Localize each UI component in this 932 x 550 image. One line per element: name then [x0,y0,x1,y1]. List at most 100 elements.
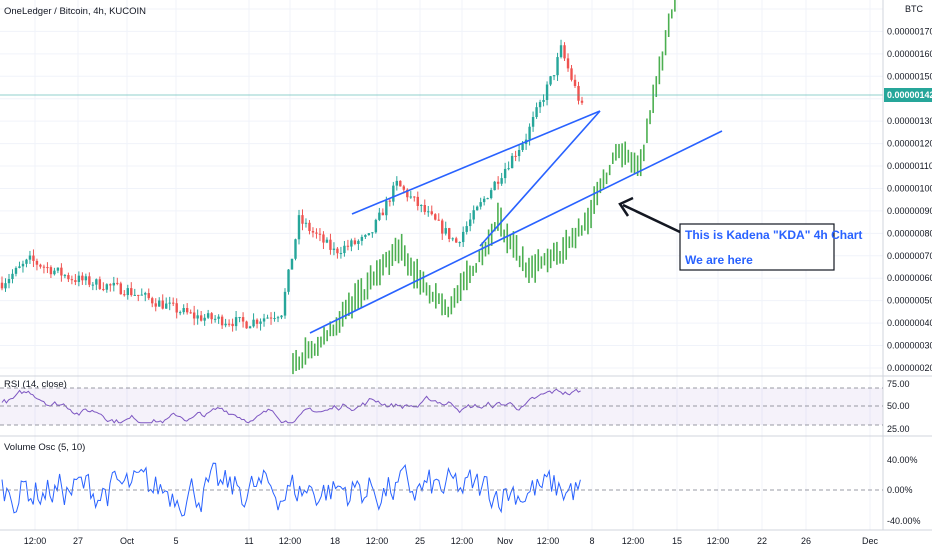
price-axis[interactable]: 0.0000017000 0.0000016000 0.0000015000 0.00… [887,26,932,373]
rsi-axis: 75.00 50.00 25.00 [0,379,910,434]
candle-body [178,312,182,314]
candle-body [102,288,105,290]
price-candles[interactable] [0,39,584,332]
candle-body [213,318,217,320]
candle-body [217,316,220,319]
candle-body [206,313,210,318]
candle-body [500,178,503,184]
time-tick-label: Nov [497,536,514,546]
time-tick-label: Oct [120,536,135,546]
main-chart-title: OneLedger / Bitcoin, 4h, KUCOIN [4,6,146,17]
candle-body [227,323,231,325]
candle-body [318,233,322,235]
candle-body [175,303,178,313]
price-tick-label: 0.0000006000 [887,273,932,283]
annotation-line-1: This is Kadena "KDA" 4h Chart [685,228,862,242]
candle-body [172,302,175,304]
candle-body [430,211,433,215]
candle-body [496,181,500,184]
candle-body [437,219,440,221]
candle-body [367,233,371,235]
candle-body [25,259,28,264]
candle-body [112,282,116,286]
candle-body [388,200,392,202]
candle-body [151,298,154,304]
candle-body [360,236,364,241]
candle-body [70,279,74,281]
trendlines[interactable] [309,110,723,334]
time-tick-label: 12:00 [451,536,474,546]
candle-body [339,253,343,255]
candle-body [220,316,224,326]
trendline-channel-bottom-steep[interactable] [479,110,601,247]
time-tick-label: 11 [244,536,253,546]
candle-body [448,228,451,239]
candle-body [346,245,350,247]
candle-body [140,294,143,296]
candle-body [231,323,234,327]
arrow-shaft [622,203,681,234]
candle-body [573,79,577,86]
candle-body [203,317,206,321]
candle-body [182,308,185,313]
trendline-support-long[interactable] [309,130,723,334]
rsi-band [0,388,883,425]
candle-body [185,308,189,313]
trendline-channel-top[interactable] [351,110,601,215]
volume-osc-line [1,462,581,517]
candle-body [147,293,150,299]
candle-body [329,239,332,250]
candle-body [441,220,444,234]
candle-body [304,222,308,224]
candle-body [133,294,136,296]
candle-body [60,267,63,276]
candle-body [542,99,545,102]
candle-body [381,212,385,216]
candle-body [49,267,53,275]
candle-body [259,321,262,324]
candle-body [458,242,461,244]
candle-body [294,239,297,259]
candle-body [538,101,542,108]
annotation-box[interactable]: This is Kadena "KDA" 4h Chart We are her… [679,223,862,271]
candle-body [486,198,489,200]
candle-body [238,317,241,319]
time-tick-label: 15 [672,536,682,546]
candle-body [28,255,32,260]
candle-body [434,214,437,220]
current-price-tag-bg [884,88,932,102]
candle-body [399,180,402,187]
candle-body [563,45,566,59]
candle-body [489,190,493,199]
candle-body [77,275,81,282]
candle-body [255,319,259,324]
candle-body [39,264,42,267]
candle-body [420,205,423,207]
candle-body [559,45,563,58]
candle-body [109,284,112,286]
quote-unit-label: BTC [905,4,924,14]
candle-body [503,168,507,179]
arrow-annotation[interactable] [618,196,681,234]
candle-body [21,263,25,267]
candle-body [95,279,98,285]
candle-body [378,212,381,220]
candle-body [301,215,304,224]
candle-body [353,240,357,244]
candle-body [53,270,56,275]
current-price-value: 0.0000014230 [887,90,932,100]
time-tick-label: 12:00 [279,536,302,546]
time-axis[interactable]: 12:00 27 Oct 5 11 12:00 18 12:00 25 12:00 Nov 12:00… [24,536,879,546]
time-tick-label: 18 [330,536,340,546]
candle-body [7,279,11,284]
candle-body [545,84,549,100]
price-tick-label: 0.0000004000 [887,318,932,328]
candle-body [154,303,157,307]
rsi-tick-label: 75.00 [887,379,910,389]
price-tick-label: 0.0000011000 [887,161,932,171]
current-price-tag: 0.0000014230 [884,88,932,102]
candle-body [248,326,252,329]
price-tick-label: 0.0000005000 [887,296,932,306]
candle-body [462,231,465,243]
